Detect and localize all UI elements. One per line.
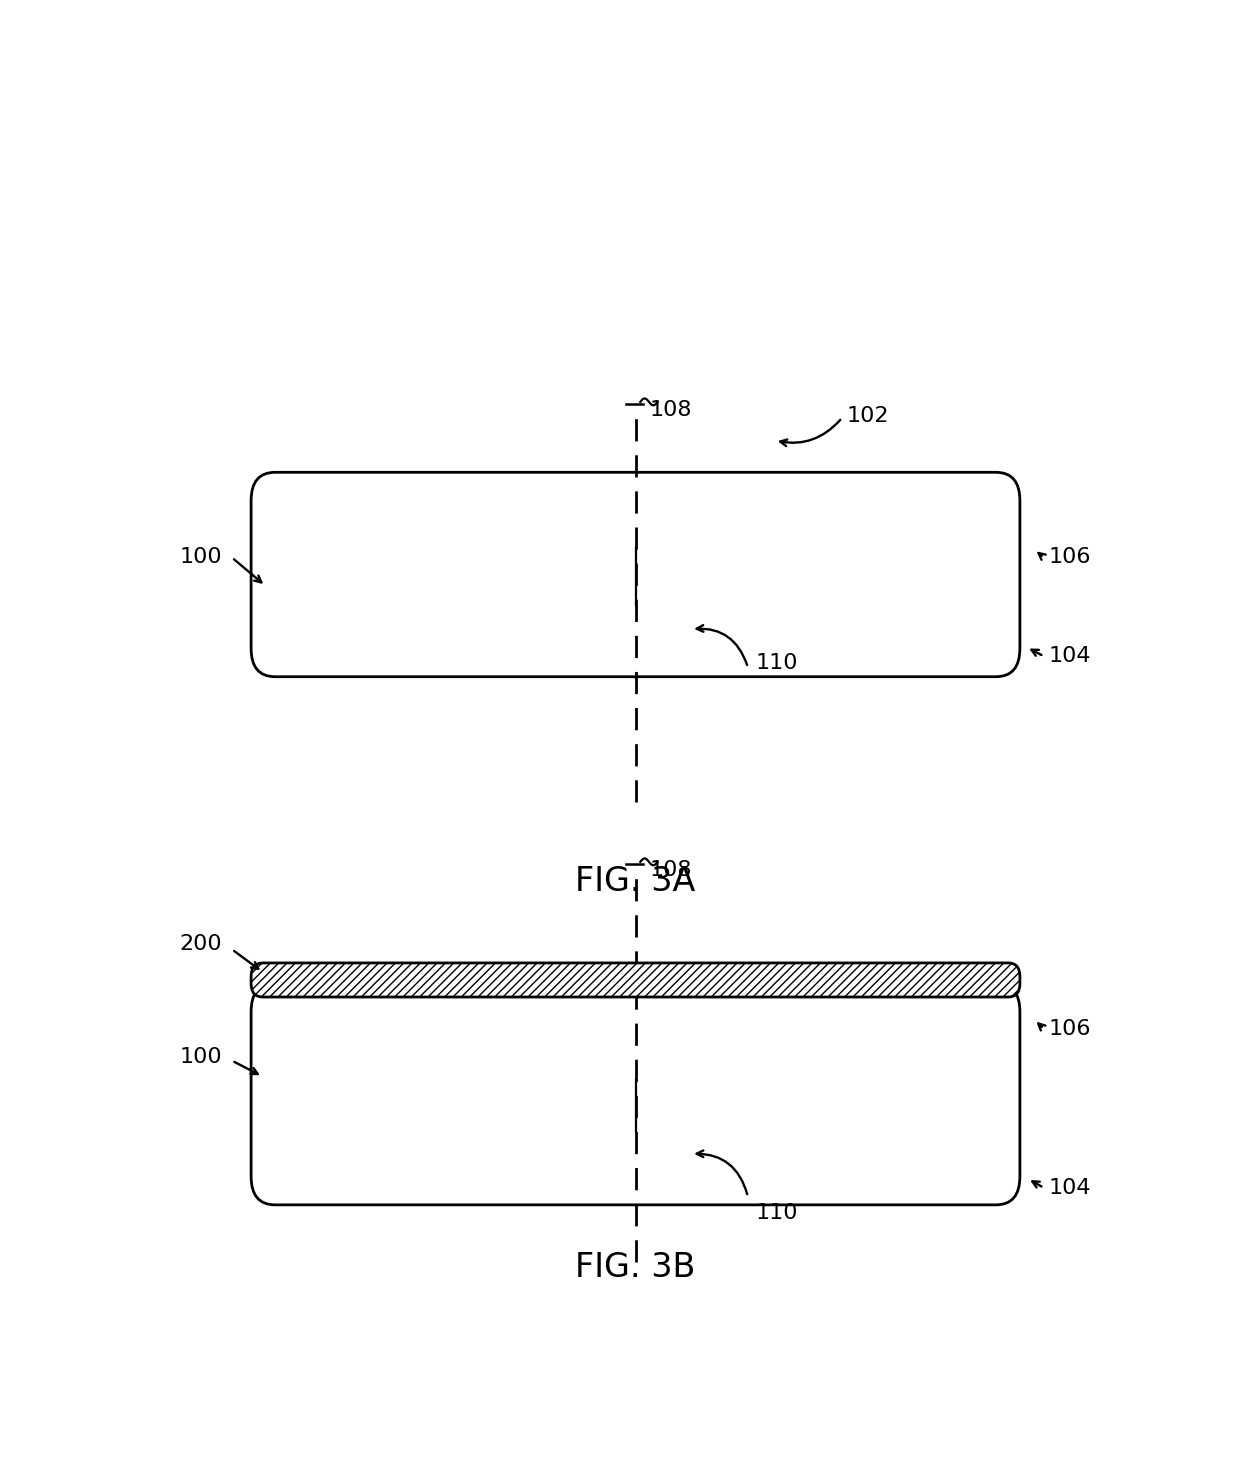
Text: 200: 200 — [180, 934, 222, 954]
Text: 108: 108 — [650, 860, 692, 879]
Text: 106: 106 — [1049, 547, 1091, 568]
Text: 104: 104 — [1049, 1179, 1091, 1198]
Text: 100: 100 — [180, 547, 222, 568]
Text: 102: 102 — [847, 406, 889, 425]
Text: FIG. 3B: FIG. 3B — [575, 1251, 696, 1285]
FancyBboxPatch shape — [250, 984, 1019, 1205]
Text: FIG. 3A: FIG. 3A — [575, 864, 696, 898]
Text: 100: 100 — [180, 1047, 222, 1068]
Text: 106: 106 — [1049, 1019, 1091, 1038]
Text: 110: 110 — [755, 1202, 799, 1223]
FancyBboxPatch shape — [250, 963, 1019, 997]
Text: 104: 104 — [1049, 646, 1091, 667]
Text: 110: 110 — [755, 653, 799, 673]
FancyBboxPatch shape — [250, 472, 1019, 677]
Text: 108: 108 — [650, 400, 692, 420]
